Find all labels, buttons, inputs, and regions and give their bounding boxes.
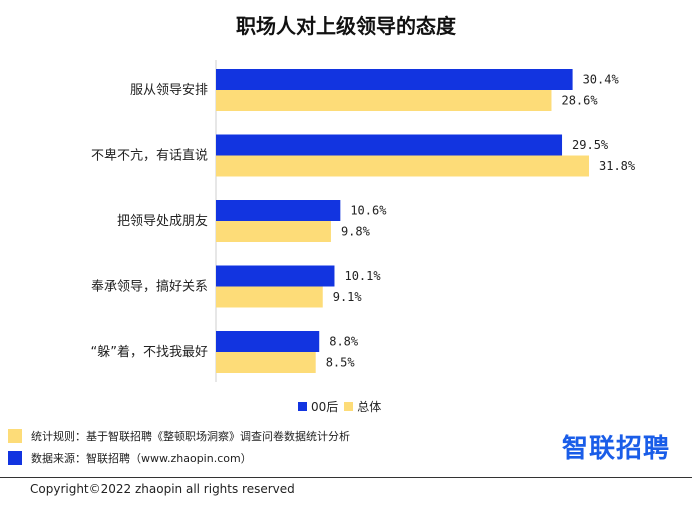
- bar-00hou: [216, 265, 335, 287]
- chart-title: 职场人对上级领导的态度: [236, 14, 456, 38]
- category-label: 服从领导安排: [130, 83, 208, 98]
- data-label: 9.8%: [341, 225, 371, 239]
- data-label: 31.8%: [599, 159, 636, 173]
- data-label: 28.6%: [561, 94, 598, 108]
- category-label: “躲”着，不找我最好: [91, 344, 208, 360]
- legend-item-overall: 总体: [344, 398, 381, 415]
- legend-item-00hou: 00后: [298, 398, 338, 415]
- stats-rule-text: 统计规则：基于智联招聘《整顿职场洞察》调查问卷数据统计分析: [31, 430, 350, 443]
- data-label: 9.1%: [333, 290, 363, 304]
- bar-00hou: [216, 200, 341, 221]
- category-label: 把领导处成朋友: [117, 213, 208, 229]
- bar-00hou: [216, 69, 573, 90]
- data-source-text: 数据来源：智联招聘（www.zhaopin.com）: [31, 452, 252, 465]
- legend-label-overall: 总体: [357, 400, 382, 414]
- data-label: 8.5%: [326, 356, 356, 370]
- category-label: 奉承领导，搞好关系: [91, 279, 208, 295]
- category-label: 不卑不亢，有话直说: [91, 148, 208, 164]
- data-label: 29.5%: [572, 138, 609, 152]
- zhaopin-logo: 智联招聘: [562, 434, 671, 464]
- copyright-text: Copyright©2022 zhaopin all rights reserv…: [30, 482, 295, 496]
- bar-00hou: [216, 134, 563, 156]
- bar-overall: [216, 286, 323, 308]
- bar-00hou: [216, 331, 320, 352]
- footer-divider: [0, 477, 692, 478]
- legend-swatch-overall: [344, 402, 354, 411]
- data-label: 10.1%: [344, 269, 381, 283]
- data-source-note: 数据来源：智联招聘（www.zhaopin.com）: [8, 450, 252, 466]
- legend-swatch-00hou: [298, 402, 307, 411]
- data-label: 10.6%: [350, 204, 387, 218]
- bar-overall: [216, 90, 552, 111]
- stats-rule-note: 统计规则：基于智联招聘《整顿职场洞察》调查问卷数据统计分析: [8, 428, 350, 444]
- chart-legend: 00后 总体: [298, 398, 387, 415]
- legend-label-00hou: 00后: [311, 400, 339, 414]
- bar-overall: [216, 221, 331, 242]
- bar-overall: [216, 352, 316, 373]
- bar-chart: 服从领导安排 30.4% 28.6% 不卑不亢，有话直说 29.5% 31.8% 把领导处成…: [91, 60, 636, 382]
- yellow-square-icon: [8, 429, 22, 443]
- data-label: 8.8%: [329, 335, 359, 349]
- blue-square-icon: [8, 451, 22, 465]
- data-label: 30.4%: [583, 73, 620, 87]
- bar-overall: [216, 155, 590, 177]
